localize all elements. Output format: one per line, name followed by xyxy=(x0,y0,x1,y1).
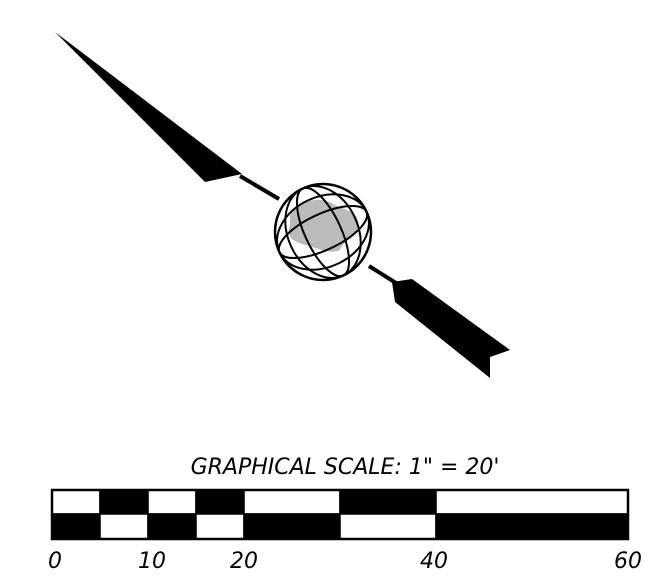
arrow-blade-upper xyxy=(55,32,242,182)
scale-cell xyxy=(435,513,629,540)
scale-label: 60 xyxy=(614,549,642,574)
arrow-feather-lower xyxy=(392,279,510,378)
scale-cell xyxy=(243,513,341,540)
scale-cell xyxy=(147,513,197,540)
scale-cell xyxy=(51,489,101,515)
scale-cell xyxy=(339,489,437,515)
scale-cell xyxy=(147,489,197,515)
scale-label: 10 xyxy=(138,549,166,574)
meridian xyxy=(284,185,362,279)
north-arrow xyxy=(55,32,510,378)
scale-cell xyxy=(243,489,341,515)
scale-cell xyxy=(99,489,149,515)
scale-labels: 0 10 20 40 60 xyxy=(48,549,642,574)
globe xyxy=(273,182,373,282)
arrow-shaft-lower xyxy=(367,264,398,285)
scale-cell xyxy=(195,489,245,515)
scale-bar xyxy=(50,488,630,541)
scale-cell xyxy=(339,513,437,540)
arrow-shaft-upper xyxy=(238,174,281,201)
scale-label: 20 xyxy=(230,549,258,574)
globe-outline xyxy=(273,182,373,282)
scale-cell xyxy=(435,489,629,515)
scale-label: 0 xyxy=(48,549,62,574)
scale-cell xyxy=(195,513,245,540)
scale-border xyxy=(50,488,630,541)
scale-title: GRAPHICAL SCALE: 1" = 20' xyxy=(191,455,500,480)
scale-cell xyxy=(51,513,101,540)
scale-label: 40 xyxy=(420,549,448,574)
scale-cell xyxy=(99,513,149,540)
parallel xyxy=(276,193,370,271)
